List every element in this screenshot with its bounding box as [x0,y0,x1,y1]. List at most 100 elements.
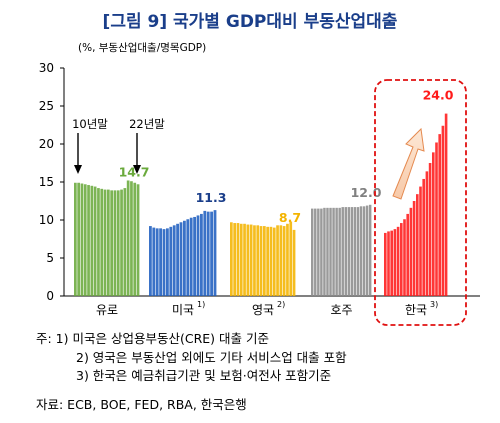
bar-한국 [416,194,419,296]
bar-유로 [74,182,77,296]
bar-유로 [126,180,130,296]
bar-한국 [425,171,429,296]
unit-label: (%, 부동산업대출/명목GDP) [78,42,207,54]
category-label: 영국 [252,303,274,317]
y-tick-label: 0 [46,289,54,303]
bar-한국 [435,142,438,296]
end-value-label: 8.7 [279,210,301,225]
bar-호주 [362,206,366,296]
bar-한국 [409,207,413,296]
bar-영국 [246,224,250,296]
bar-유로 [110,190,113,296]
bar-미국 [196,215,200,296]
bar-유로 [100,188,104,296]
bar-호주 [326,207,329,296]
bar-미국 [166,228,169,296]
bar-호주 [365,205,369,296]
bar-한국 [390,230,393,296]
bar-한국 [444,113,448,296]
bar-미국 [176,223,179,296]
y-tick-label: 25 [39,99,54,113]
bar-영국 [230,222,233,296]
bar-미국 [162,229,166,296]
bar-영국 [243,223,246,296]
bar-미국 [203,210,207,296]
bar-유로 [116,190,120,296]
footnote-2: 2) 영국은 부동산업 외에도 기타 서비스업 대출 포함 [76,349,347,365]
bar-한국 [400,223,403,296]
category-note: 3) [430,300,438,309]
y-tick-label: 5 [46,251,54,265]
annotation-start-arrowhead [74,165,82,174]
bar-미국 [200,213,203,296]
category-note: 2) [277,300,285,309]
bar-영국 [269,226,273,296]
bar-영국 [249,224,253,296]
bar-미국 [186,219,190,296]
bar-영국 [289,221,293,296]
bar-미국 [179,222,183,296]
bar-미국 [149,226,152,296]
bar-미국 [213,210,217,296]
bar-호주 [344,207,347,296]
overlays: 10년말 22년말 [72,79,467,326]
bar-한국 [438,134,441,296]
bar-유로 [93,186,97,296]
bar-영국 [253,225,256,296]
footnote-3: 3) 한국은 예금취급기관 및 보험·여전사 포함기준 [76,368,332,383]
bar-영국 [292,229,296,296]
bar-호주 [311,208,314,296]
bar-미국 [172,225,176,296]
bar-유로 [103,189,107,296]
bar-호주 [341,207,344,296]
bar-한국 [387,231,390,296]
source-line: 자료: ECB, BOE, FED, RBA, 한국은행 [36,397,247,412]
bars: 14.7 유로 11.3 미국 1) 8.7 영국 2) 12.0 호주 24.0 한국 3) [74,88,454,317]
y-tick-label: 10 [39,213,54,227]
bar-호주 [320,208,323,296]
bar-미국 [155,228,159,296]
bar-미국 [206,211,210,296]
category-label: 호주 [330,303,352,317]
annotation-start: 10년말 [72,117,108,131]
bar-영국 [263,226,266,296]
bar-호주 [350,207,354,296]
bar-미국 [159,228,162,296]
bar-영국 [239,223,243,296]
bar-미국 [210,211,213,296]
bar-미국 [169,226,173,296]
footnote-1: 주: 1) 미국은 상업용부동산(CRE) 대출 기준 [36,331,269,346]
bar-한국 [396,226,400,296]
bar-호주 [347,207,351,296]
bar-한국 [393,229,397,296]
bar-영국 [266,226,269,296]
bar-유로 [90,185,94,296]
annotation-end: 22년말 [129,117,165,131]
bar-한국 [422,178,425,296]
footnotes: 주: 1) 미국은 상업용부동산(CRE) 대출 기준 2) 영국은 부동산업 … [36,330,347,386]
bar-미국 [189,217,193,296]
bar-한국 [441,125,445,296]
bar-유로 [77,182,80,296]
bar-호주 [359,206,363,296]
category-label: 유로 [96,303,118,317]
bar-호주 [317,208,320,296]
bar-유로 [107,189,110,296]
category-note: 1) [197,300,205,309]
chart-title: [그림 9] 국가별 GDP대비 부동산업대출 [102,12,398,32]
end-value-label: 24.0 [423,88,454,103]
end-value-label: 12.0 [351,185,382,200]
bar-호주 [338,207,341,296]
trend-arrow [392,127,425,200]
annotation-end-arrowhead [133,165,141,174]
bar-호주 [356,207,360,296]
bar-호주 [368,204,372,296]
bar-한국 [384,232,387,296]
y-tick-label: 30 [39,61,54,75]
bar-호주 [323,207,326,296]
bar-영국 [286,223,289,296]
bar-미국 [193,216,196,296]
bar-한국 [419,186,422,296]
bar-유로 [83,184,87,296]
y-tick-label: 20 [39,137,54,151]
